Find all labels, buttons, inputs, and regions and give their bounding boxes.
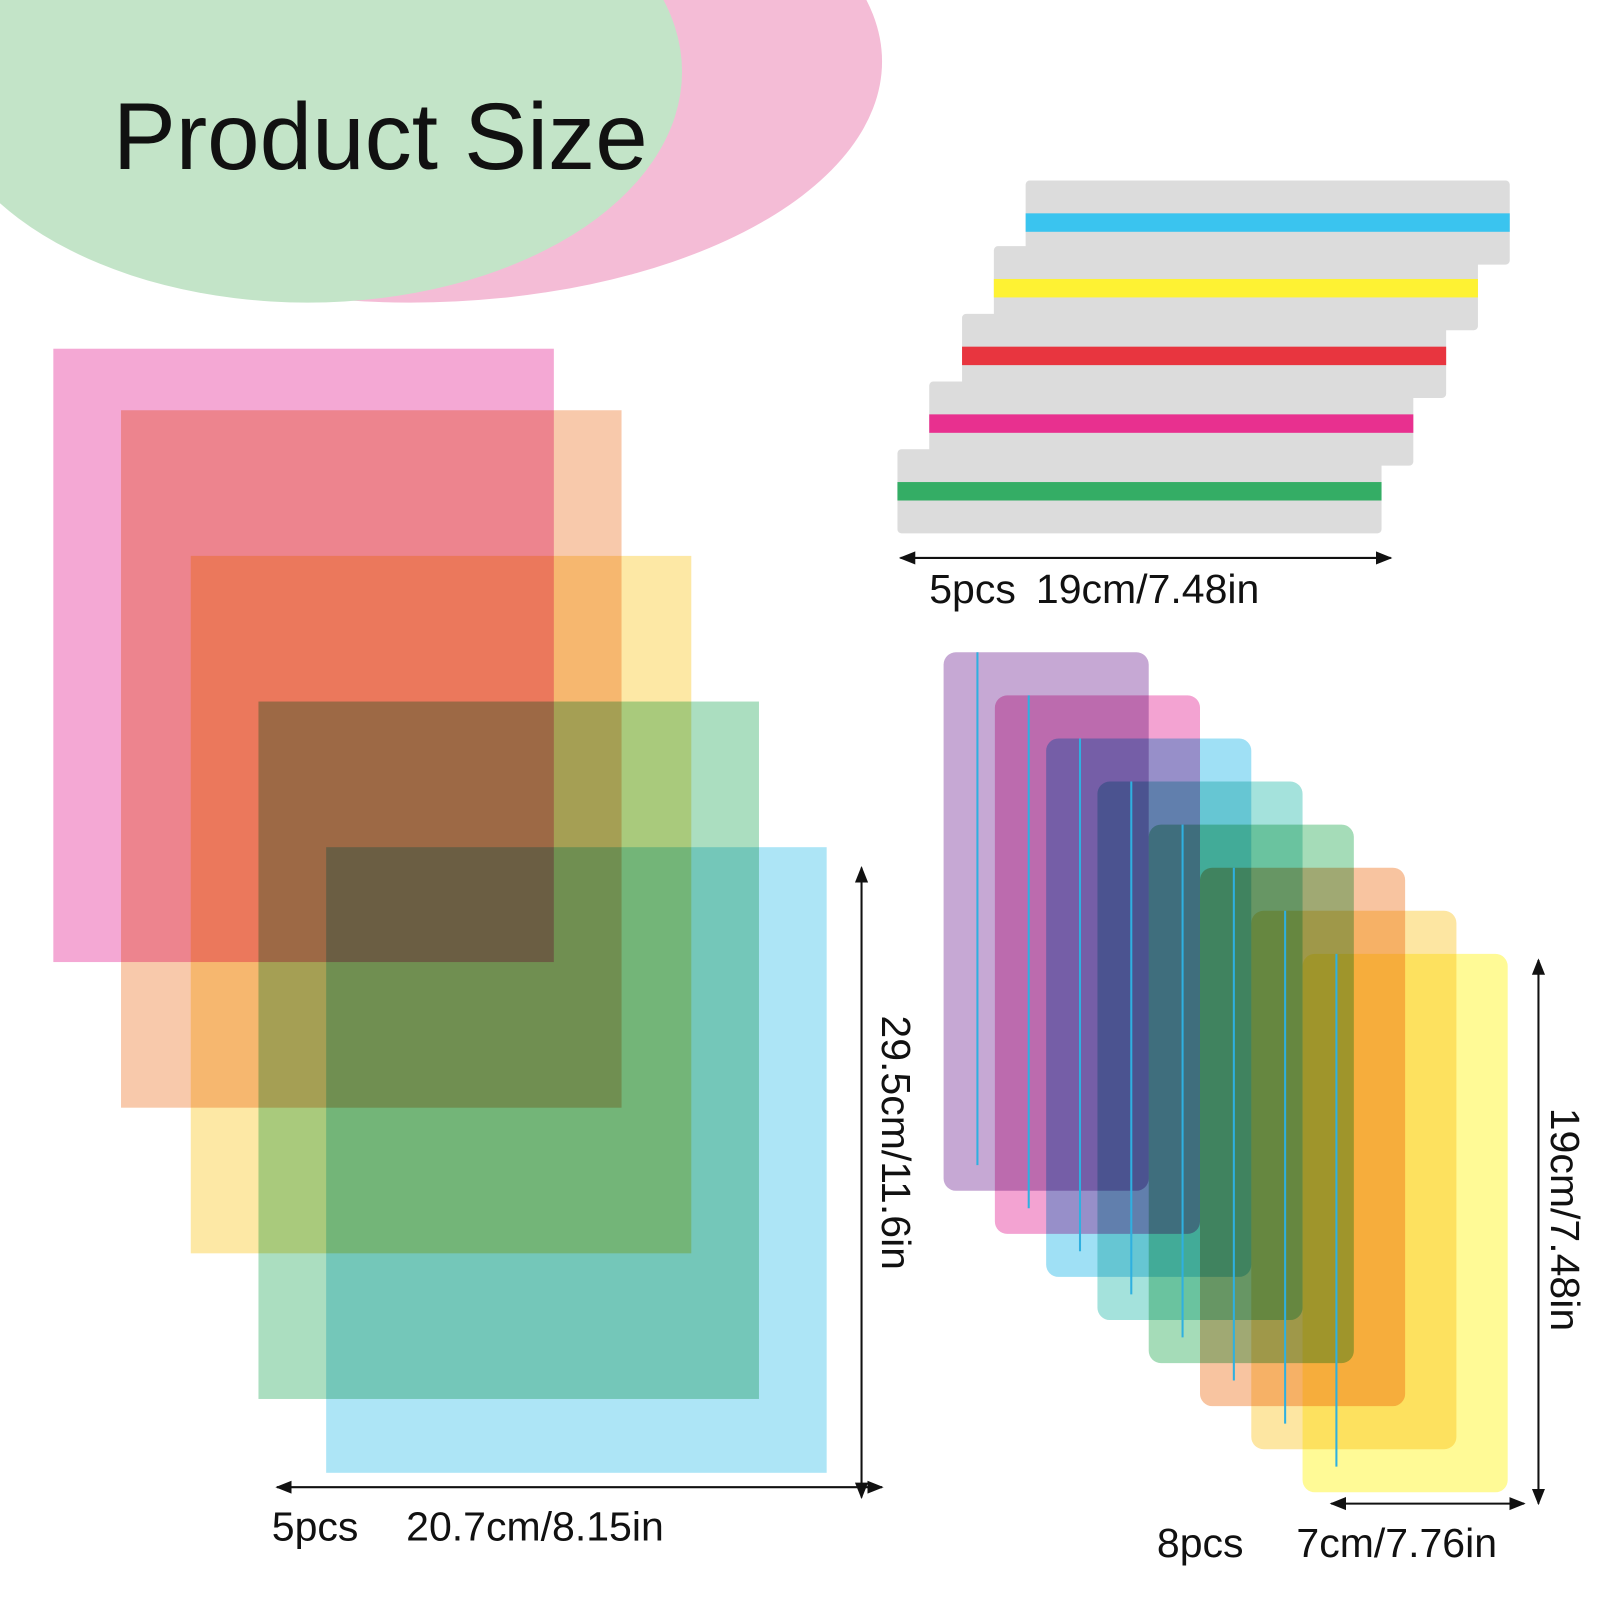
strip-line	[897, 482, 1382, 501]
strip-line	[993, 278, 1478, 298]
strip-line	[1025, 213, 1510, 232]
strip-length: 19cm/7.48in	[1036, 566, 1259, 612]
strip-count: 5pcs	[929, 566, 1016, 612]
bookmark-height: 19cm/7.48in	[1542, 1108, 1588, 1331]
strip-line	[929, 414, 1414, 433]
green-blob	[0, 0, 682, 303]
sheet-height: 29.5cm/11.6in	[873, 1015, 919, 1270]
sheet	[326, 847, 827, 1473]
bookmark-width: 7cm/7.76in	[1296, 1520, 1497, 1566]
sheets	[53, 348, 827, 1473]
bookmark-count: 8pcs	[1157, 1520, 1244, 1566]
title: Product Size	[113, 84, 648, 189]
strip-line	[962, 346, 1447, 366]
sheet-count: 5pcs	[272, 1504, 359, 1550]
bookmarks	[943, 652, 1508, 1493]
bookmark	[1302, 953, 1508, 1493]
sheet-width: 20.7cm/8.15in	[406, 1504, 664, 1550]
strips	[897, 180, 1510, 534]
